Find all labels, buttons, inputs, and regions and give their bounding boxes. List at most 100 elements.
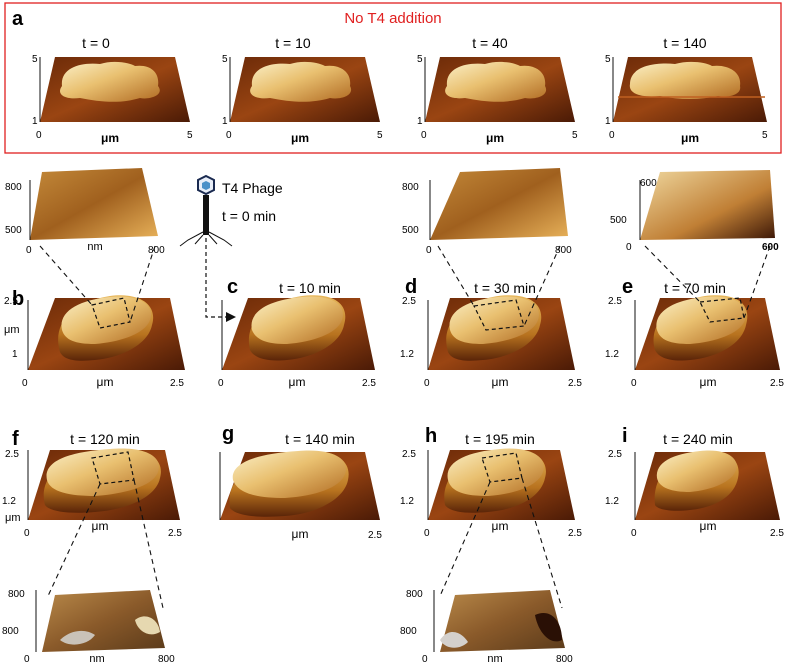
panel-g: g t = 140 min μm 2.5 (219, 423, 382, 541)
panel-time: t = 70 min (664, 280, 726, 296)
zoom-x-end: 800 (556, 654, 573, 665)
panel-a-plot-3: t = 40 5 1 0 5 μm (417, 35, 578, 145)
x-start-label: 0 (424, 378, 430, 389)
afm-cell-top (449, 296, 539, 344)
zoom-link-line (39, 245, 93, 306)
x-end-label: 2.5 (170, 378, 184, 389)
panel-a-plot-2: t = 10 5 1 0 5 μm (222, 35, 383, 145)
zoom-x-start: 0 (422, 654, 428, 665)
afm-cell-top (656, 450, 737, 492)
panel-c: c t = 10 min 0 2.5 μm (218, 276, 376, 389)
z-mid-label: 1.2 (400, 349, 414, 360)
x-start-label: 0 (609, 130, 615, 141)
zoom-x-end: 800 (555, 245, 572, 256)
panel-a-time-3: t = 40 (472, 35, 508, 51)
z-mid-label: 1.2 (605, 496, 619, 507)
zoom-x-unit: nm (87, 241, 102, 253)
x-end-label: 5 (187, 130, 193, 141)
panel-letter: b (12, 288, 24, 310)
x-unit-label: μm (700, 519, 717, 533)
phage-time: t = 0 min (222, 208, 276, 224)
zoom-x-start: 0 (426, 245, 432, 256)
phage-arrow-line (205, 238, 228, 318)
panel-letter: g (222, 423, 234, 445)
arrow-head-icon (226, 312, 236, 322)
zoom-z-top: 800 (402, 182, 419, 193)
panel-a-letter: a (12, 8, 24, 30)
zoom-x-start: 0 (626, 242, 632, 253)
panel-a-caption: No T4 addition (344, 10, 441, 27)
afm-cell-top (46, 448, 159, 496)
zoom-inset-h: 800 800 0 800 nm (400, 589, 573, 665)
x-unit-label: μm (97, 375, 114, 389)
zoom-x-unit: nm (487, 653, 502, 665)
panel-a-frame (4, 2, 782, 154)
z-top-label: 5 (605, 54, 611, 65)
x-unit-label: μm (292, 527, 309, 541)
afm-cell-pair (250, 61, 352, 102)
zoom-link-line (129, 245, 156, 323)
x-start-label: 0 (218, 378, 224, 389)
panel-letter: d (405, 276, 417, 298)
phage-name: T4 Phage (222, 180, 283, 196)
phage-fibers-icon (179, 231, 233, 247)
zoom-x-end: 800 (148, 245, 165, 256)
x-start-label: 0 (421, 130, 427, 141)
panel-e: e t = 70 min 2.5 1.2 0 2.5 μm (605, 245, 784, 389)
zoom-feature (535, 612, 562, 642)
z-top-label: 5 (417, 54, 423, 65)
panel-time: t = 195 min (465, 431, 535, 447)
z-bottom-label: 1 (417, 116, 423, 127)
panel-i: i t = 240 min 2.5 1.2 0 2.5 μm (605, 425, 784, 539)
x-unit-label: μm (291, 131, 309, 145)
z-top-label: 2.5 (608, 449, 622, 460)
zoom-inset-e: 600 500 0 600 (610, 170, 779, 253)
x-start-label: 0 (36, 130, 42, 141)
z-unit-label: μm (5, 512, 21, 524)
z-top-label: 2.5 (608, 296, 622, 307)
x-unit-label: μm (486, 131, 504, 145)
panel-letter: f (12, 428, 19, 450)
zoom-feature (60, 630, 95, 645)
z-top-label: 2.5 (4, 296, 18, 307)
zoom-surface (30, 168, 158, 240)
x-end-label: 2.5 (368, 530, 382, 541)
x-start-label: 0 (24, 528, 30, 539)
z-top-label: 2.5 (402, 296, 416, 307)
zoom-surface (430, 168, 568, 240)
panel-time: t = 140 min (285, 431, 355, 447)
x-start-label: 0 (22, 378, 28, 389)
afm-cell-top (232, 450, 346, 498)
zoom-z-bottom: 500 (402, 225, 419, 236)
panel-letter: h (425, 425, 437, 447)
zoom-z-bottom: 800 (2, 626, 19, 637)
zoom-x-start: 0 (24, 654, 30, 665)
zoom-z-bottom: 500 (5, 225, 22, 236)
zoom-x-end: 800 (158, 654, 175, 665)
x-end-label: 2.5 (770, 528, 784, 539)
z-top-label: 5 (32, 54, 38, 65)
t4-phage: T4 Phage t = 0 min (179, 174, 283, 322)
zoom-link-line (439, 481, 491, 597)
z-mid-label: 1.2 (605, 349, 619, 360)
zoom-link-line (743, 245, 771, 319)
zoom-x-end: 600 (762, 242, 779, 253)
x-start-label: 0 (631, 378, 637, 389)
x-end-label: 5 (377, 130, 383, 141)
z-bottom-label: 1 (32, 116, 38, 127)
z-mid-label: 1.2 (400, 496, 414, 507)
x-unit-label: μm (681, 131, 699, 145)
z-bottom-label: 1 (605, 116, 611, 127)
panel-f: f t = 120 min 2.5 1.2 μm 0 2.5 μm (2, 428, 182, 609)
panel-a-plot-1: t = 0 5 1 0 5 μm (32, 35, 193, 145)
zoom-link-line (521, 477, 563, 609)
zoom-link-line (437, 245, 475, 307)
zoom-link-line (47, 483, 101, 597)
afm-cell-top (656, 296, 746, 344)
x-end-label: 5 (762, 130, 768, 141)
panel-letter: i (622, 425, 628, 447)
panel-letter: c (227, 276, 238, 298)
zoom-x-unit: nm (89, 653, 104, 665)
